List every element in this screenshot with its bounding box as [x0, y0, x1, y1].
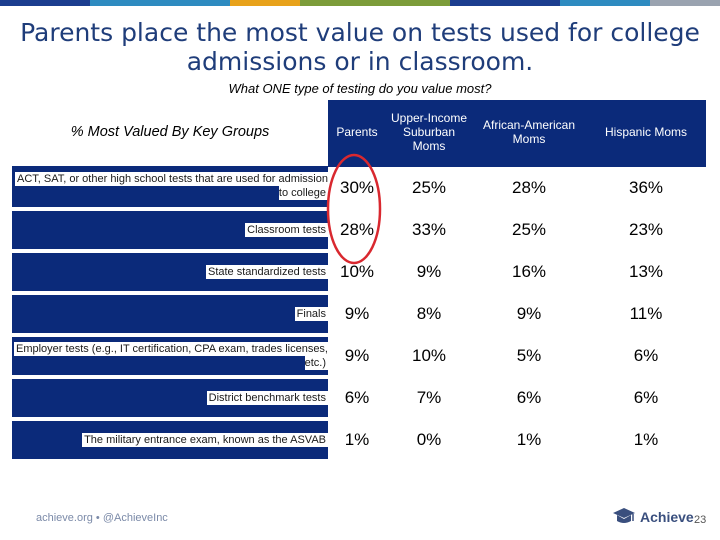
- value-cell: 28%: [472, 165, 586, 209]
- row-label: ACT, SAT, or other high school tests tha…: [14, 172, 328, 201]
- value-cell: 7%: [386, 377, 472, 419]
- top-bar-segment: [300, 0, 450, 6]
- row-label-cell: Finals: [12, 293, 328, 337]
- value-cell: 6%: [328, 377, 386, 419]
- top-bar-segment: [650, 0, 720, 6]
- row-label: State standardized tests: [205, 265, 328, 279]
- value-cell: 6%: [586, 335, 706, 377]
- page-number: 23: [694, 514, 707, 526]
- value-cell: 5%: [472, 335, 586, 377]
- value-cell: 10%: [386, 335, 472, 377]
- value-cell: 9%: [472, 293, 586, 335]
- value-cell: 1%: [328, 419, 386, 461]
- column-header: Upper-Income Suburban Moms: [386, 100, 472, 167]
- table-row: State standardized tests 10% 9% 16% 13%: [12, 251, 706, 295]
- value-cell: 9%: [386, 251, 472, 293]
- row-label-cell: Classroom tests: [12, 209, 328, 253]
- table-body: ACT, SAT, or other high school tests tha…: [12, 165, 706, 463]
- value-cell: 9%: [328, 335, 386, 377]
- row-label-cell: State standardized tests: [12, 251, 328, 295]
- table-row: The military entrance exam, known as the…: [12, 419, 706, 463]
- value-cell: 33%: [386, 209, 472, 251]
- row-label: Finals: [294, 307, 328, 321]
- value-cell: 6%: [472, 377, 586, 419]
- top-bar-segment: [230, 0, 300, 6]
- value-cell: 11%: [586, 293, 706, 335]
- top-bar-segment: [90, 0, 230, 6]
- value-cell: 23%: [586, 209, 706, 251]
- table-row: Classroom tests 28% 33% 25% 23%: [12, 209, 706, 253]
- value-cell: 9%: [328, 293, 386, 335]
- logo-text: Achieve: [640, 509, 694, 525]
- value-cell: 30%: [328, 165, 386, 209]
- mortarboard-icon: [613, 508, 635, 523]
- column-header: Parents: [328, 100, 386, 167]
- table-row: ACT, SAT, or other high school tests tha…: [12, 165, 706, 211]
- top-bar-segment: [0, 0, 90, 6]
- page-title: Parents place the most value on tests us…: [20, 18, 700, 76]
- top-bar-segment: [560, 0, 650, 6]
- table-row: Finals 9% 8% 9% 11%: [12, 293, 706, 337]
- column-header: Hispanic Moms: [586, 100, 706, 167]
- row-label: Classroom tests: [245, 223, 328, 237]
- row-label-cell: District benchmark tests: [12, 377, 328, 421]
- value-cell: 1%: [472, 419, 586, 461]
- value-cell: 25%: [386, 165, 472, 209]
- value-cell: 28%: [328, 209, 386, 251]
- achieve-logo: Achieve: [612, 506, 694, 528]
- row-label-cell: The military entrance exam, known as the…: [12, 419, 328, 463]
- value-cell: 8%: [386, 293, 472, 335]
- row-label: Employer tests (e.g., IT certification, …: [14, 342, 328, 370]
- results-table: Parents Upper-Income Suburban Moms Afric…: [12, 100, 706, 463]
- row-label-cell: Employer tests (e.g., IT certification, …: [12, 335, 328, 379]
- question-subtitle: What ONE type of testing do you value mo…: [228, 81, 492, 96]
- top-color-bar: [0, 0, 720, 6]
- value-cell: 0%: [386, 419, 472, 461]
- groups-label: % Most Valued By Key Groups: [70, 124, 270, 140]
- row-label: District benchmark tests: [206, 391, 328, 405]
- top-bar-segment: [450, 0, 560, 6]
- row-label: The military entrance exam, known as the…: [82, 433, 328, 447]
- row-label-cell: ACT, SAT, or other high school tests tha…: [12, 165, 328, 211]
- value-cell: 25%: [472, 209, 586, 251]
- footer-handle: achieve.org • @AchieveInc: [36, 512, 168, 524]
- column-header: African-American Moms: [472, 100, 586, 167]
- value-cell: 36%: [586, 165, 706, 209]
- table-row: District benchmark tests 6% 7% 6% 6%: [12, 377, 706, 421]
- value-cell: 10%: [328, 251, 386, 293]
- value-cell: 1%: [586, 419, 706, 461]
- value-cell: 16%: [472, 251, 586, 293]
- table-row: Employer tests (e.g., IT certification, …: [12, 335, 706, 379]
- value-cell: 6%: [586, 377, 706, 419]
- value-cell: 13%: [586, 251, 706, 293]
